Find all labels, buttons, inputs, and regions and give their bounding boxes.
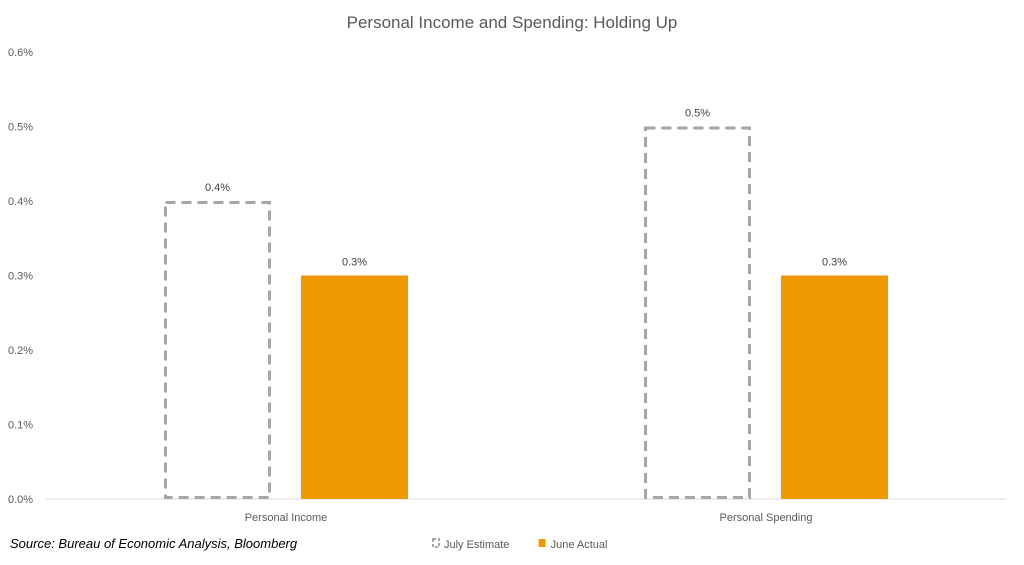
bar-june-actual	[781, 275, 888, 499]
source-note: Source: Bureau of Economic Analysis, Blo…	[10, 536, 298, 551]
data-label: 0.4%	[205, 182, 230, 194]
legend-label: June Actual	[551, 539, 608, 551]
y-tick-label: 0.0%	[8, 494, 33, 506]
legend-label: July Estimate	[444, 539, 509, 551]
x-tick-label: Personal Income	[245, 512, 328, 524]
bar-june-actual	[301, 275, 408, 499]
y-tick-label: 0.2%	[8, 345, 33, 357]
legend-swatch-july-estimate	[432, 538, 440, 548]
y-tick-label: 0.6%	[8, 47, 33, 59]
y-tick-label: 0.5%	[8, 122, 33, 134]
chart-title: Personal Income and Spending: Holding Up	[347, 13, 678, 32]
x-tick-label: Personal Spending	[720, 512, 813, 524]
legend-swatch-june-actual	[538, 539, 546, 547]
y-tick-label: 0.4%	[8, 196, 33, 208]
bars	[164, 126, 888, 499]
y-tick-label: 0.1%	[8, 420, 33, 432]
bar-july-estimate	[164, 201, 271, 499]
legend: July Estimate June Actual	[432, 538, 608, 551]
data-label: 0.5%	[685, 108, 710, 120]
data-labels: 0.4% 0.3% 0.5% 0.3%	[205, 108, 847, 269]
data-label: 0.3%	[342, 257, 367, 269]
y-axis-ticks: 0.0% 0.1% 0.2% 0.3% 0.4% 0.5% 0.6%	[8, 47, 33, 506]
data-label: 0.3%	[822, 257, 847, 269]
y-tick-label: 0.3%	[8, 271, 33, 283]
bar-july-estimate	[644, 126, 751, 499]
x-axis-ticks: Personal Income Personal Spending	[245, 512, 813, 524]
